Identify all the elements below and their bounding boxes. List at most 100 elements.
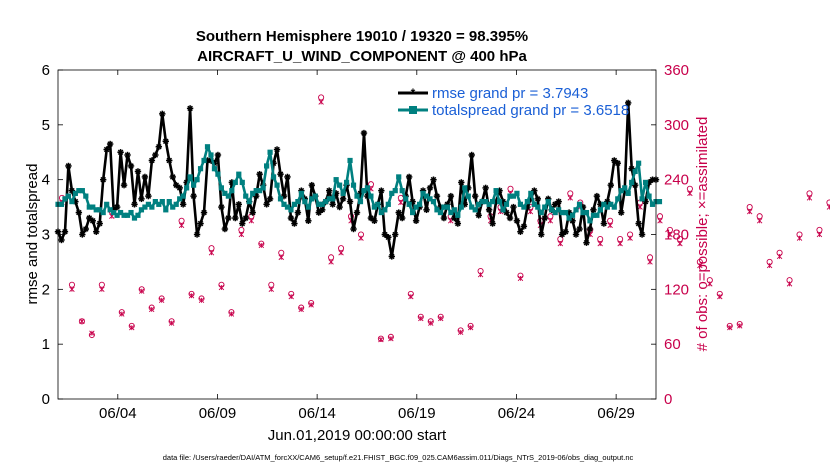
rmse-point-stroke [503, 209, 510, 216]
obs-assimilated-point [697, 262, 703, 269]
totalspread-point [291, 201, 298, 207]
totalspread-point [319, 201, 325, 207]
rmse-point-stroke [472, 193, 479, 199]
totalspread-point [309, 196, 315, 202]
totalspread-point [608, 201, 614, 207]
chart-subtitle: AIRCRAFT_U_WIND_COMPONENT @ 400 hPa [197, 48, 527, 65]
obs-assimilated-point [318, 99, 324, 105]
rmse-point-stroke [434, 193, 440, 199]
rmse-point-stroke [309, 182, 315, 188]
totalspread-point [406, 201, 412, 207]
rmse-point [287, 214, 295, 222]
y-tick-label: 6 [42, 62, 50, 79]
totalspread-point [448, 209, 454, 216]
totalspread-point [375, 201, 381, 207]
rmse-point [319, 206, 326, 214]
rmse-point-stroke [131, 201, 138, 208]
rmse-point-stroke [256, 171, 263, 177]
rmse-point-stroke [215, 152, 221, 158]
rmse-point-stroke [166, 157, 173, 164]
totalspread-point [437, 209, 444, 216]
rmse-point [152, 151, 159, 159]
rmse-point-stroke [534, 196, 541, 202]
rmse-point-stroke [89, 217, 96, 224]
totalspread-point [566, 215, 572, 221]
totalspread-point [312, 193, 318, 199]
rmse-point-stroke [284, 174, 291, 180]
rmse-point [239, 220, 246, 227]
totalspread-point [361, 188, 367, 194]
totalspread-point [333, 177, 339, 183]
totalspread-point [222, 190, 228, 196]
totalspread-point [597, 207, 603, 213]
rmse-point [277, 170, 284, 178]
obs-assimilated-point [677, 240, 683, 247]
obs-count-layer [58, 94, 830, 343]
obs-assimilated-point [737, 323, 743, 329]
rmse-point [193, 231, 201, 238]
obs-assimilated-point [816, 231, 823, 238]
totalspread-point [215, 171, 221, 177]
totalspread-point [649, 201, 656, 207]
obs-assimilated-point [218, 284, 225, 291]
rmse-point-stroke [378, 187, 385, 194]
rmse-point-stroke [65, 163, 72, 169]
rmse-point-stroke [385, 234, 392, 241]
totalspread-point [423, 193, 430, 199]
totalspread-point [354, 193, 360, 199]
rmse-point-stroke [169, 174, 176, 180]
rmse-point-stroke [329, 201, 336, 208]
obs-possible-point [756, 213, 763, 220]
rmse-point [284, 173, 291, 181]
rmse-point-stroke [468, 152, 475, 158]
rmse-point-stroke [225, 215, 232, 221]
obs-assimilated-point [438, 315, 444, 322]
rmse-point [412, 217, 420, 224]
rmse-point [538, 231, 545, 238]
rmse-point [124, 151, 131, 159]
rmse-point-stroke [103, 146, 110, 153]
totalspread-point [430, 199, 437, 205]
rmse-point-stroke [107, 141, 113, 147]
totalspread-point [552, 209, 558, 216]
totalspread-point [138, 207, 145, 213]
rmse-point-stroke [590, 207, 597, 213]
rmse-point-stroke [350, 226, 357, 232]
rmse-point-stroke [295, 209, 301, 216]
y-right-tick-label: 360 [664, 62, 689, 79]
rmse-point [433, 192, 441, 200]
totalspread-point [469, 204, 475, 210]
rmse-point [360, 129, 368, 137]
totalspread-point [243, 193, 249, 199]
rmse-point-stroke [253, 193, 259, 199]
rmse-point [353, 209, 361, 216]
rmse-point [405, 173, 413, 181]
rmse-point-stroke [190, 193, 197, 199]
rmse-point [242, 214, 249, 222]
y-axis-label: rmse and totalspread [24, 164, 41, 305]
totalspread-point [197, 166, 204, 172]
totalspread-point [427, 196, 433, 202]
rmse-point [266, 195, 274, 203]
y-axis-right: 0 60 120 180 240 300 360 [651, 62, 689, 408]
rmse-point-stroke [354, 209, 360, 216]
totalspread-point [107, 207, 113, 213]
rmse-point [614, 160, 621, 167]
rmse-point [61, 228, 69, 235]
totalspread-point [646, 193, 652, 199]
totalspread-point [594, 212, 600, 218]
obs-assimilated-point [467, 324, 474, 331]
rmse-point-stroke [594, 193, 600, 199]
rmse-point-stroke [194, 231, 200, 238]
totalspread-point [114, 212, 120, 218]
rmse-point [339, 195, 347, 203]
totalspread-point [580, 209, 586, 216]
y-tick-label: 5 [42, 117, 50, 134]
totalspread-point [573, 207, 579, 213]
rmse-point [572, 231, 580, 238]
rmse-point-stroke [423, 207, 430, 213]
rmse-point-stroke [583, 239, 590, 246]
y-right-tick-label: 240 [664, 172, 689, 189]
rmse-point [517, 228, 524, 235]
totalspread-point [639, 196, 645, 202]
